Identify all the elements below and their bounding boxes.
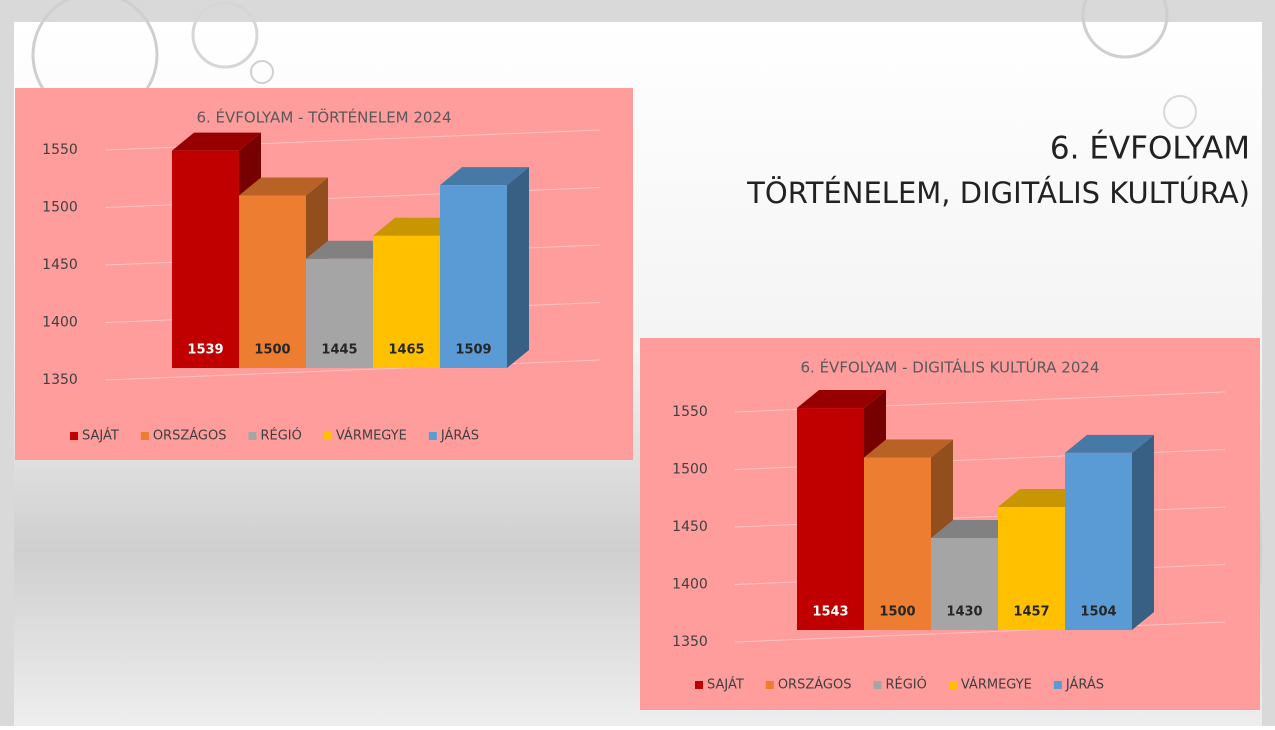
- data-label: 1543: [812, 605, 848, 620]
- legend-label: ORSZÁGOS: [153, 428, 227, 444]
- bar-top: [440, 167, 529, 186]
- legend-label: VÁRMEGYE: [336, 428, 407, 444]
- slide-title: TÖRTÉNELEM, DIGITÁLIS KULTÚRA): [746, 176, 1250, 210]
- legend-swatch: [765, 681, 774, 689]
- decoration: [1163, 95, 1197, 129]
- data-label: 1500: [879, 605, 915, 620]
- grid-line: [104, 359, 601, 381]
- bar: [864, 457, 931, 630]
- data-label: 1457: [1013, 605, 1049, 620]
- bar-top: [931, 520, 1020, 538]
- legend-swatch: [873, 681, 882, 689]
- data-label: 1504: [1080, 605, 1116, 620]
- bar-top: [864, 439, 953, 458]
- chart-title: 6. ÉVFOLYAM - TÖRTÉNELEM 2024: [196, 108, 451, 127]
- grid-line: [734, 621, 1226, 643]
- data-label: 1465: [388, 343, 424, 358]
- y-tick-label: 1350: [42, 372, 78, 388]
- legend-swatch: [695, 681, 703, 689]
- y-tick-label: 1500: [42, 200, 78, 216]
- data-label: 1509: [455, 343, 491, 358]
- legend-swatch: [140, 432, 149, 440]
- bar-top: [373, 217, 462, 236]
- legend-label: SAJÁT: [707, 677, 744, 693]
- y-tick-label: 1550: [42, 142, 78, 158]
- bar-top: [1065, 434, 1154, 453]
- y-tick-label: 1350: [672, 634, 708, 650]
- bar-top: [998, 488, 1087, 507]
- legend-swatch: [948, 681, 957, 689]
- data-label: 1500: [254, 343, 290, 358]
- chart-title: 6. ÉVFOLYAM - DIGITÁLIS KULTÚRA 2024: [801, 358, 1100, 377]
- bar-top: [172, 132, 261, 151]
- bar: [239, 195, 306, 368]
- bar: [440, 185, 507, 368]
- bar-top: [239, 177, 328, 196]
- y-tick-label: 1450: [42, 257, 78, 273]
- legend-label: ORSZÁGOS: [778, 677, 852, 693]
- y-tick-label: 1400: [672, 577, 708, 593]
- y-tick-label: 1500: [672, 462, 708, 478]
- decoration: [191, 1, 259, 69]
- data-label: 1539: [187, 343, 223, 358]
- legend-label: JÁRÁS: [1065, 677, 1104, 693]
- legend-swatch: [428, 432, 437, 440]
- legend-label: RÉGIÓ: [885, 677, 926, 693]
- bar-side: [1132, 434, 1154, 630]
- data-label: 1445: [321, 343, 357, 358]
- bar-top: [797, 390, 886, 409]
- legend-swatch: [70, 432, 78, 440]
- legend-swatch: [1053, 681, 1062, 689]
- bar-side: [507, 167, 529, 368]
- bar: [931, 538, 998, 630]
- legend-swatch: [248, 432, 257, 440]
- decoration: [1081, 0, 1169, 59]
- bar: [1065, 452, 1132, 630]
- bar: [373, 235, 440, 368]
- legend-label: VÁRMEGYE: [961, 677, 1032, 693]
- bar: [306, 258, 373, 368]
- y-tick-label: 1450: [672, 519, 708, 535]
- bar: [998, 506, 1065, 630]
- y-tick-label: 1400: [42, 315, 78, 331]
- legend-swatch: [323, 432, 332, 440]
- data-label: 1430: [946, 605, 982, 620]
- legend-label: JÁRÁS: [440, 428, 479, 444]
- decoration: [250, 60, 274, 84]
- bar: [172, 150, 239, 368]
- legend-label: SAJÁT: [82, 428, 119, 444]
- legend-label: RÉGIÓ: [260, 428, 301, 444]
- slide-title: 6. ÉVFOLYAM: [1050, 131, 1250, 167]
- bar-top: [306, 240, 395, 259]
- bar: [797, 408, 864, 630]
- y-tick-label: 1550: [672, 404, 708, 420]
